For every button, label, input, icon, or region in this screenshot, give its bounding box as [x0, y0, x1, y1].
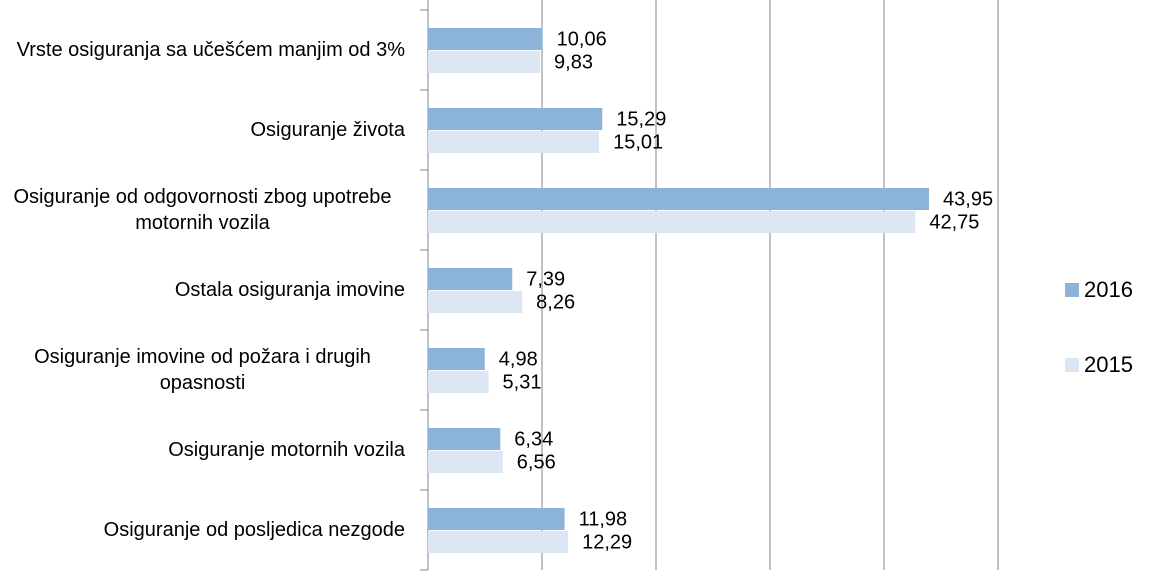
value-label: 12,29	[582, 531, 632, 553]
bar	[428, 508, 565, 530]
category-label: Osiguranje imovine od požara i drugih op…	[0, 330, 405, 410]
value-label: 43,95	[943, 188, 993, 210]
bar	[428, 51, 541, 73]
category-label: Osiguranje od odgovornosti zbog upotrebe…	[0, 170, 405, 250]
category-text: Vrste osiguranja sa učešćem manjim od 3%	[16, 39, 405, 61]
bar	[428, 428, 501, 450]
category-label: Osiguranje od posljedica nezgode	[0, 490, 405, 570]
value-label: 11,98	[579, 508, 628, 530]
bar	[428, 211, 916, 233]
value-label: 8,26	[536, 291, 575, 313]
category-label: Ostala osiguranja imovine	[0, 250, 405, 330]
value-label: 15,29	[616, 108, 666, 130]
bar	[428, 371, 489, 393]
value-label: 4,98	[499, 348, 538, 370]
bar	[428, 348, 485, 370]
category-text: Osiguranje od posljedica nezgode	[103, 519, 405, 541]
bar	[428, 28, 543, 50]
bar	[428, 291, 523, 313]
legend-label: 2016	[1084, 277, 1133, 302]
bar	[428, 108, 603, 130]
bar	[428, 188, 930, 210]
value-label: 10,06	[557, 28, 607, 50]
bar	[428, 131, 600, 153]
value-label: 6,34	[514, 428, 553, 450]
category-text: Osiguranje života	[250, 119, 405, 141]
bar	[428, 451, 503, 473]
value-label: 7,39	[526, 268, 565, 290]
category-label: Vrste osiguranja sa učešćem manjim od 3%	[0, 10, 405, 90]
legend-swatch	[1065, 358, 1079, 372]
category-text: Osiguranje motornih vozila	[168, 439, 405, 461]
bar	[428, 531, 569, 553]
category-label: Osiguranje života	[0, 90, 405, 170]
value-label: 42,75	[929, 211, 979, 233]
value-label: 9,83	[554, 51, 593, 73]
value-label: 5,31	[503, 371, 542, 393]
legend-swatch	[1065, 283, 1079, 297]
bar	[428, 268, 513, 290]
category-label: Osiguranje motornih vozila	[0, 410, 405, 490]
category-text: Ostala osiguranja imovine	[174, 279, 405, 301]
category-text: Osiguranje od odgovornosti zbog upotrebe…	[13, 186, 392, 234]
legend-label: 2015	[1084, 352, 1133, 377]
category-text: Osiguranje imovine od požara i drugih op…	[34, 346, 371, 394]
value-label: 6,56	[517, 451, 556, 473]
value-label: 15,01	[613, 131, 663, 153]
